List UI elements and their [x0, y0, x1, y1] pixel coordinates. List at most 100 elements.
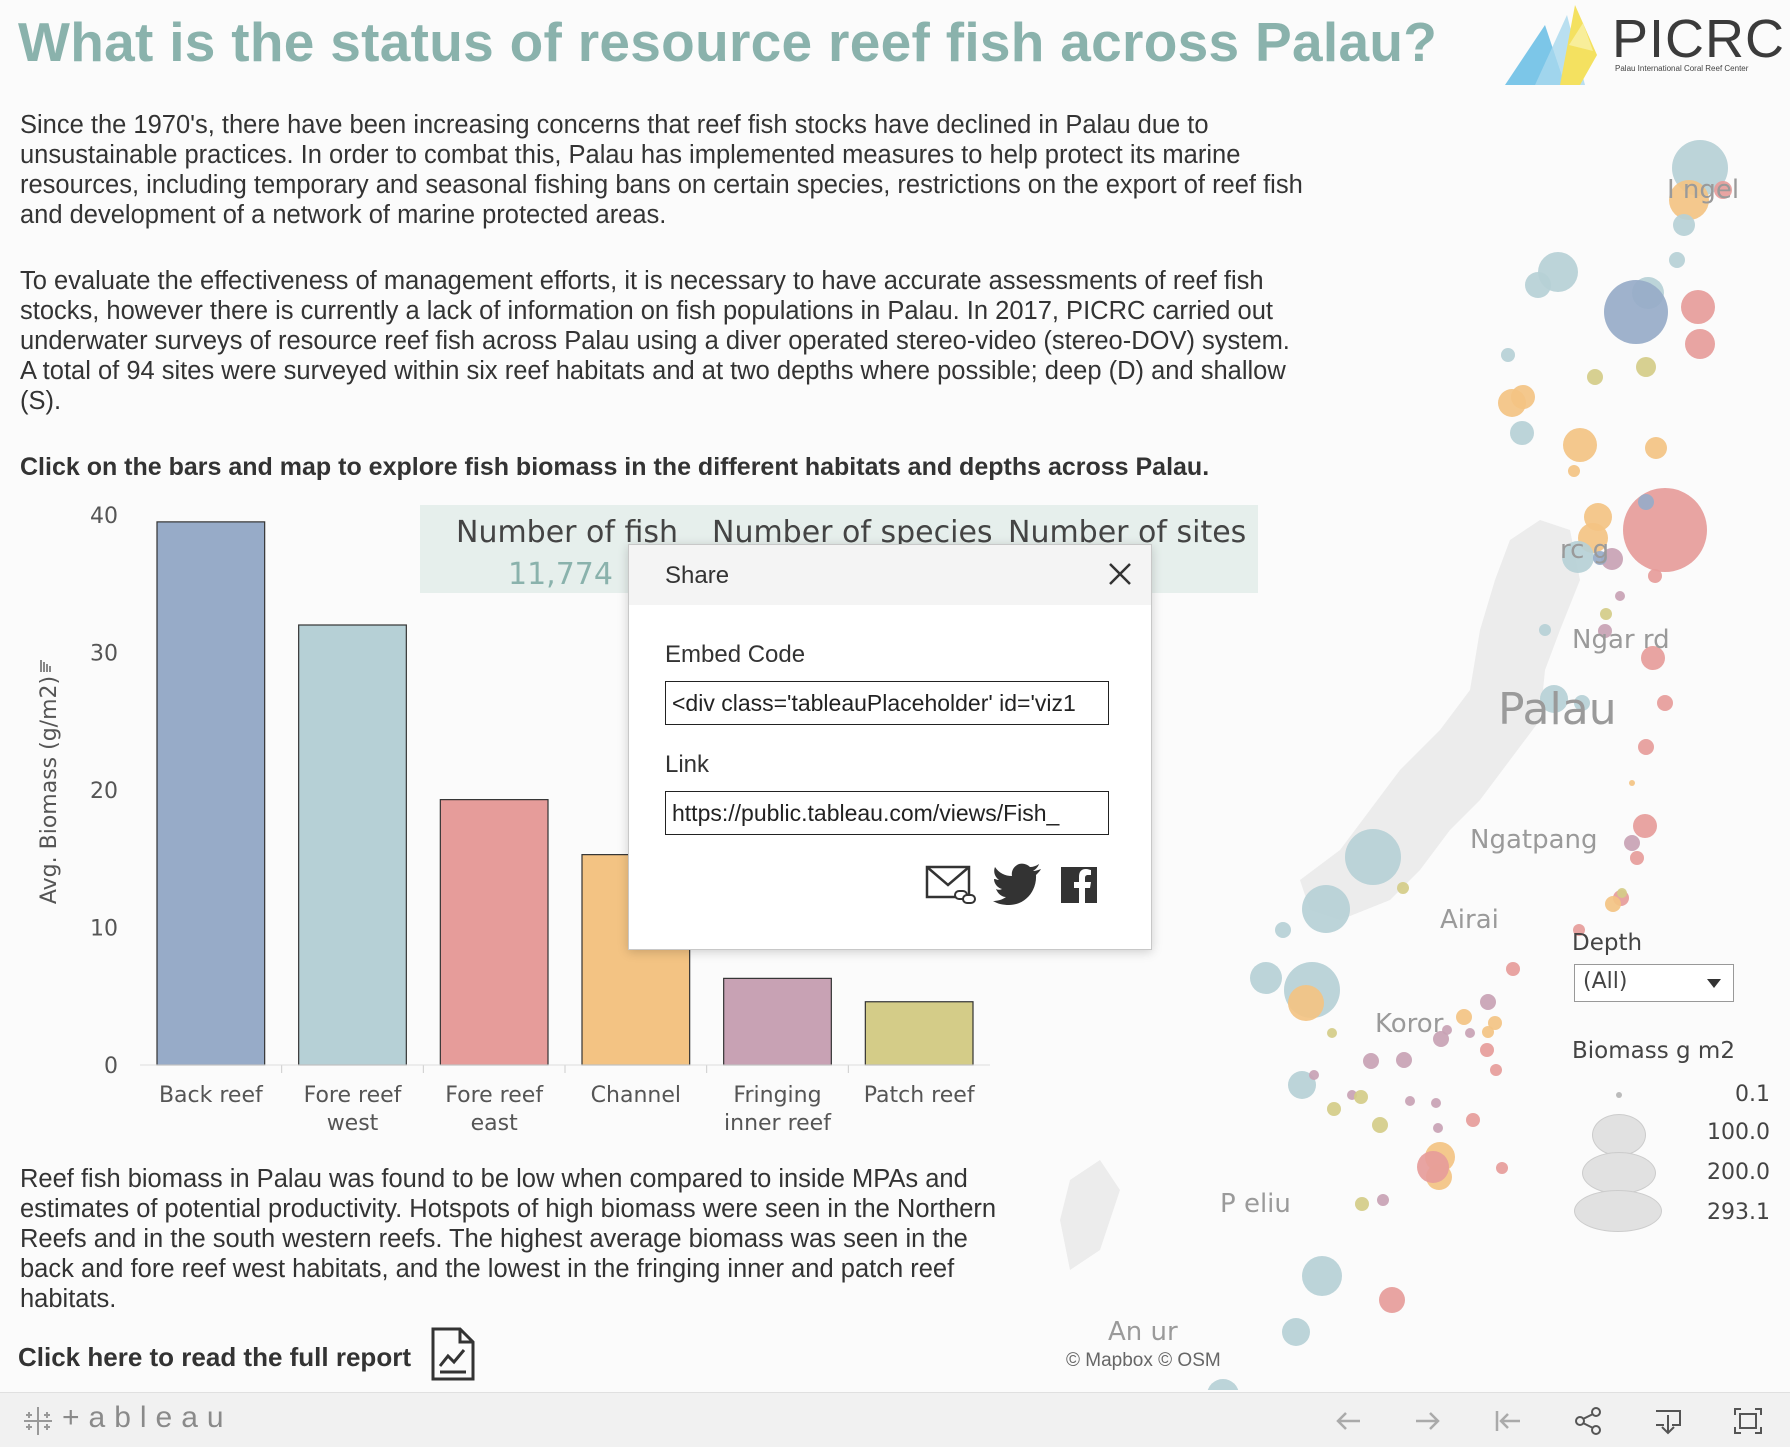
map-site-marker[interactable]: [1638, 494, 1654, 510]
map-site-marker[interactable]: [1563, 428, 1597, 462]
map-site-marker[interactable]: [1466, 1113, 1480, 1127]
map-site-marker[interactable]: [1355, 1197, 1369, 1211]
map-site-marker[interactable]: [1648, 569, 1662, 583]
bar-back-reef[interactable]: [156, 521, 266, 1066]
map-site-marker[interactable]: [1250, 962, 1282, 994]
map-site-marker[interactable]: [1275, 922, 1291, 938]
share-icon[interactable]: [1572, 1405, 1604, 1437]
map-site-marker[interactable]: [1302, 1256, 1342, 1296]
map-attribution[interactable]: © Mapbox © OSM: [1066, 1350, 1221, 1371]
map-site-marker[interactable]: [1354, 1090, 1368, 1104]
map-site-marker[interactable]: [1657, 695, 1673, 711]
map-site-marker[interactable]: [1525, 272, 1551, 298]
map-site-marker[interactable]: [1480, 994, 1496, 1010]
map-site-marker[interactable]: [1568, 465, 1580, 477]
map-site-marker[interactable]: [1600, 608, 1612, 620]
download-icon[interactable]: [1652, 1405, 1684, 1437]
map-site-marker[interactable]: [1604, 280, 1668, 344]
revert-icon[interactable]: [1492, 1405, 1524, 1437]
map-site-marker[interactable]: [1669, 252, 1685, 268]
map-site-marker[interactable]: [1598, 624, 1612, 638]
undo-icon[interactable]: [1332, 1405, 1364, 1437]
email-link-icon[interactable]: [925, 863, 979, 907]
map-site-marker[interactable]: [1288, 985, 1324, 1021]
map-site-marker[interactable]: [1669, 180, 1709, 220]
map-site-marker[interactable]: [1573, 924, 1585, 936]
embed-code-field[interactable]: <div class='tableauPlaceholder' id='viz1: [665, 681, 1109, 725]
map-site-marker[interactable]: [1482, 1026, 1494, 1038]
map-site-marker[interactable]: [1673, 214, 1695, 236]
bar-fore-reef-west[interactable]: [298, 624, 407, 1066]
map-place-label: Koror: [1375, 1009, 1444, 1039]
map-site-marker[interactable]: [1397, 882, 1409, 894]
map-site-marker[interactable]: [1617, 888, 1627, 898]
map-site-marker[interactable]: [1540, 685, 1568, 713]
map-site-marker[interactable]: [1433, 1031, 1449, 1047]
map-site-marker[interactable]: [1345, 829, 1401, 885]
map-site-marker[interactable]: [1562, 541, 1594, 573]
map-site-marker[interactable]: [1593, 551, 1607, 565]
map-site-marker[interactable]: [1681, 290, 1715, 324]
fullscreen-icon[interactable]: [1732, 1405, 1764, 1437]
map-site-marker[interactable]: [1633, 814, 1657, 838]
facebook-icon[interactable]: [1059, 863, 1099, 907]
map-site-marker[interactable]: [1714, 181, 1732, 199]
biomass-bar-chart[interactable]: 0 10 20 30 40 Avg. Biomass (g/m2) Back reef For…: [30, 490, 1000, 1150]
map-site-marker[interactable]: [1636, 357, 1656, 377]
map-site-marker[interactable]: [1638, 739, 1654, 755]
map-site-marker[interactable]: [1327, 1102, 1341, 1116]
map-site-marker[interactable]: [1645, 437, 1667, 459]
bar-fringing-inner-reef[interactable]: [723, 977, 832, 1066]
map-site-marker[interactable]: [1630, 851, 1644, 865]
map-site-marker[interactable]: [1431, 1098, 1441, 1108]
map-site-marker[interactable]: [1498, 389, 1526, 417]
map-site-marker[interactable]: [1685, 329, 1715, 359]
map-site-marker[interactable]: [1456, 1009, 1472, 1025]
map-site-marker[interactable]: [1309, 1070, 1319, 1080]
map-site-marker[interactable]: [1605, 896, 1621, 912]
size-legend-row: 293.1: [1570, 1190, 1770, 1234]
map-site-marker[interactable]: [1624, 835, 1640, 851]
map-site-marker[interactable]: [1488, 1016, 1502, 1030]
map-site-marker[interactable]: [1501, 348, 1515, 362]
map-site-marker[interactable]: [1641, 646, 1665, 670]
map-site-marker[interactable]: [1601, 548, 1623, 570]
report-document-icon[interactable]: [430, 1326, 476, 1382]
twitter-icon[interactable]: [993, 863, 1043, 907]
map-site-marker[interactable]: [1377, 1194, 1389, 1206]
tableau-logo-icon[interactable]: [22, 1405, 54, 1437]
map-site-marker[interactable]: [1623, 488, 1707, 572]
link-field[interactable]: https://public.tableau.com/views/Fish_: [665, 791, 1109, 835]
map-site-marker[interactable]: [1574, 695, 1590, 711]
map-site-marker[interactable]: [1405, 1096, 1415, 1106]
map-site-marker[interactable]: [1506, 962, 1520, 976]
map-site-marker[interactable]: [1496, 1162, 1508, 1174]
map-site-marker[interactable]: [1433, 1123, 1443, 1133]
close-icon[interactable]: [1103, 557, 1137, 591]
map-site-marker[interactable]: [1302, 885, 1350, 933]
map-site-marker[interactable]: [1417, 1151, 1449, 1183]
map-site-marker[interactable]: [1490, 1064, 1502, 1076]
map-site-marker[interactable]: [1510, 421, 1534, 445]
map-site-marker[interactable]: [1629, 780, 1635, 786]
bar-patch-reef[interactable]: [864, 1001, 974, 1066]
bar-fore-reef-east[interactable]: [439, 799, 549, 1066]
redo-icon[interactable]: [1412, 1405, 1444, 1437]
report-link[interactable]: Click here to read the full report: [18, 1342, 411, 1372]
map-site-marker[interactable]: [1539, 624, 1551, 636]
map-site-marker[interactable]: [1615, 591, 1625, 601]
depth-filter-dropdown[interactable]: (All): [1574, 964, 1734, 1002]
map-site-marker[interactable]: [1379, 1287, 1405, 1313]
map-site-marker[interactable]: [1282, 1318, 1310, 1346]
map-site-marker[interactable]: [1587, 369, 1603, 385]
map-site-marker[interactable]: [1465, 1028, 1475, 1038]
map-site-marker[interactable]: [1480, 1043, 1494, 1057]
map-site-marker[interactable]: [1327, 1028, 1337, 1038]
map-site-marker[interactable]: [1363, 1053, 1379, 1069]
map-site-marker[interactable]: [1288, 1071, 1316, 1099]
map-site-marker[interactable]: [1372, 1117, 1388, 1133]
tableau-brand-text[interactable]: +ableau: [62, 1401, 233, 1434]
map-site-marker[interactable]: [1207, 1379, 1239, 1390]
palau-map[interactable]: I ngel rc g Ngar rd Palau Ngatpang Airai Koro…: [1040, 110, 1790, 1390]
map-site-marker[interactable]: [1396, 1052, 1412, 1068]
